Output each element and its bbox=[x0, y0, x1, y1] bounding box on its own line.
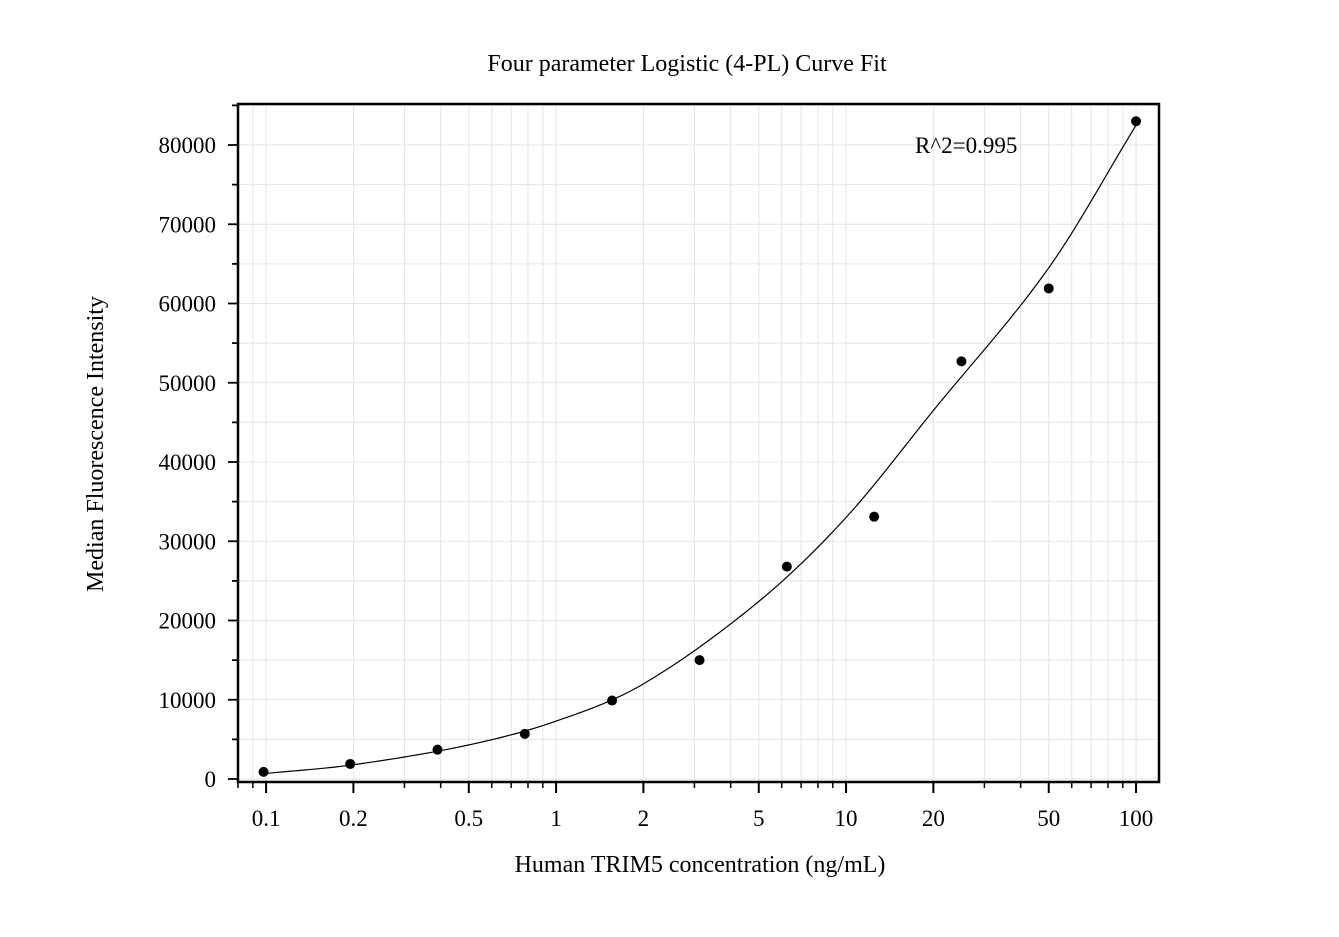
y-tick-label: 70000 bbox=[159, 212, 217, 237]
x-tick-label: 0.5 bbox=[454, 806, 483, 831]
fit-curve-line bbox=[266, 124, 1137, 775]
x-axis-title: Human TRIM5 concentration (ng/mL) bbox=[515, 852, 886, 878]
data-point bbox=[519, 728, 530, 739]
data-point bbox=[258, 766, 269, 777]
y-tick-label: 10000 bbox=[159, 688, 217, 713]
data-point bbox=[869, 511, 880, 522]
tick-labels-layer: 0.1 0.2 0.5 1 2 5 10 20 50 100 0 10000 20000 30000 400… bbox=[159, 133, 1154, 831]
x-tick-label: 5 bbox=[753, 806, 765, 831]
ticks-layer bbox=[228, 104, 1138, 793]
curve-layer bbox=[266, 124, 1137, 775]
y-tick-label: 60000 bbox=[159, 292, 217, 317]
x-tick-label: 0.2 bbox=[339, 806, 368, 831]
y-tick-label: 80000 bbox=[159, 133, 217, 158]
x-tick-label: 20 bbox=[922, 806, 945, 831]
y-tick-label: 50000 bbox=[159, 371, 217, 396]
data-point bbox=[432, 744, 443, 755]
y-tick-label: 40000 bbox=[159, 450, 217, 475]
x-tick-label: 100 bbox=[1119, 806, 1154, 831]
data-point bbox=[781, 561, 792, 572]
r-squared-annotation: R^2=0.995 bbox=[915, 133, 1017, 158]
points-layer bbox=[258, 116, 1142, 777]
plot-frame bbox=[236, 102, 1161, 784]
data-point bbox=[1043, 283, 1054, 294]
y-tick-label: 30000 bbox=[159, 529, 217, 554]
data-point bbox=[607, 695, 618, 706]
x-tick-label: 1 bbox=[550, 806, 562, 831]
x-tick-label: 50 bbox=[1037, 806, 1060, 831]
data-point bbox=[345, 758, 356, 769]
chart-title: Four parameter Logistic (4-PL) Curve Fit bbox=[487, 51, 887, 77]
y-tick-label: 0 bbox=[205, 767, 217, 792]
grid-layer bbox=[237, 104, 1159, 782]
data-point bbox=[694, 655, 705, 666]
x-tick-label: 2 bbox=[638, 806, 650, 831]
x-tick-label: 10 bbox=[835, 806, 858, 831]
x-tick-label: 0.1 bbox=[252, 806, 281, 831]
y-axis-title: Median Fluorescence Intensity bbox=[83, 296, 109, 592]
data-point bbox=[956, 356, 967, 367]
data-point bbox=[1131, 116, 1142, 127]
y-tick-label: 20000 bbox=[159, 609, 217, 634]
